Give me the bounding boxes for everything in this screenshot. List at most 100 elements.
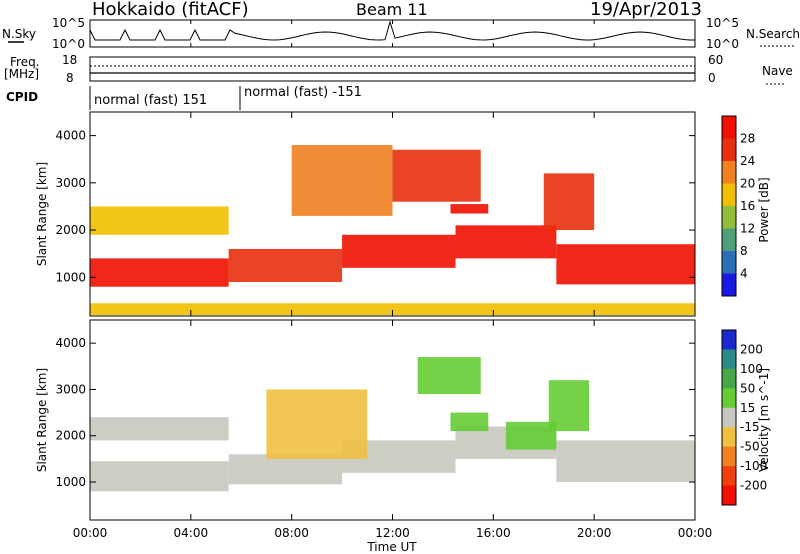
x-tick-label: 16:00 [476, 526, 511, 540]
colorbar-frame [721, 115, 737, 297]
data-region-4 [556, 244, 695, 285]
data-region-9 [543, 173, 595, 231]
nsky-tick-top: 10^5 [52, 16, 85, 30]
colorbar-segment [722, 161, 736, 184]
colorbar-segment [722, 446, 736, 467]
colorbar-segment [722, 330, 736, 350]
y-tick-label: 2000 [55, 429, 86, 443]
colorbar-segment [722, 251, 736, 274]
y-tick-label: 3000 [55, 382, 86, 396]
freq-frame [89, 56, 696, 82]
colorbar-tick-label: 20 [740, 177, 755, 191]
colorbar-segment [722, 206, 736, 229]
colorbar-segment [722, 388, 736, 409]
colorbar-tick-label: 12 [740, 222, 755, 236]
colorbar-tick-label: -15 [740, 420, 760, 434]
y-tick-label: 4000 [55, 129, 86, 143]
velocity-regions [90, 357, 695, 492]
x-tick-label: 04:00 [174, 526, 209, 540]
power-panel: 1000 2000 3000 4000 Slant Range [km] [35, 111, 696, 317]
nave-label: Nave [762, 64, 793, 78]
x-tick-label: 00:00 [73, 526, 108, 540]
date-title: 19/Apr/2013 [590, 0, 702, 20]
data-region-8 [505, 421, 557, 450]
data-region-1 [228, 248, 343, 282]
colorbar-segment [722, 407, 736, 428]
y-tick-label: 1000 [55, 270, 86, 284]
velocity-colorbar-label: Velocity [m s^-1] [757, 368, 771, 472]
colorbar-segment [722, 427, 736, 448]
colorbar-tick-label: 24 [740, 154, 755, 168]
colorbar-segment [722, 349, 736, 370]
colorbar-tick-label: 4 [740, 267, 748, 281]
data-region-6 [291, 145, 393, 216]
colorbar-tick-label: 50 [740, 381, 755, 395]
freq-tick-bottom: 8 [66, 71, 74, 85]
colorbar-segment [722, 116, 736, 139]
colorbar-tick-label: -200 [740, 479, 767, 493]
colorbar-tick-label: -50 [740, 440, 760, 454]
colorbar-segment [722, 273, 736, 297]
freq-strip: Freq. [MHz] 18 8 60 0 Nave [4, 53, 793, 85]
velocity-y-ticks: 1000 2000 3000 4000 [55, 336, 695, 489]
data-region-3 [455, 225, 557, 259]
x-tick-label: 08:00 [274, 526, 309, 540]
nave-tick-top: 60 [708, 53, 723, 67]
power-y-ticks: 1000 2000 3000 4000 [55, 129, 695, 284]
velocity-ylabel: Slant Range [km] [35, 368, 49, 472]
colorbar-segment [722, 368, 736, 389]
velocity-colorbar: 200 100 50 15 -15 -50 -100 -200 [721, 329, 767, 506]
colorbar-frame [721, 329, 737, 506]
velocity-panel: 1000 2000 3000 4000 Slant Range [km] [35, 319, 696, 521]
cpid-mode-1: normal (fast) 151 [94, 93, 207, 108]
x-tick-label: 12:00 [375, 526, 410, 540]
nsky-series [89, 20, 695, 41]
colorbar-segment [722, 138, 736, 162]
y-tick-label: 2000 [55, 223, 86, 237]
freq-unit-label: [MHz] [4, 67, 39, 81]
data-region-4 [556, 440, 695, 483]
data-region-2 [342, 234, 456, 268]
colorbar-tick-label: -100 [740, 459, 767, 473]
nsky-tick-bottom-right: 10^0 [706, 37, 739, 51]
y-tick-label: 3000 [55, 176, 86, 190]
colorbar-tick-label: 16 [740, 199, 755, 213]
data-region-7 [450, 412, 489, 432]
freq-tick-top: 18 [62, 53, 77, 67]
colorbar-segment [722, 466, 736, 487]
x-tick-label: 20:00 [577, 526, 612, 540]
nsky-tick-bottom: 10^0 [52, 37, 85, 51]
beam-title: Beam 11 [356, 0, 428, 19]
colorbar-segment [722, 183, 736, 207]
cpid-strip: CPID normal (fast) 151 normal (fast) -15… [6, 85, 362, 110]
data-region-9 [548, 380, 590, 432]
colorbar-tick-label: 100 [740, 362, 763, 376]
colorbar-tick-label: 8 [740, 244, 748, 258]
data-region-0 [90, 461, 229, 492]
colorbar-tick-label: 15 [740, 401, 755, 415]
power-regions [90, 145, 695, 316]
nsky-tick-top-right: 10^5 [706, 16, 739, 30]
data-region-7 [392, 149, 481, 202]
data-region-10 [266, 389, 368, 459]
nave-tick-bottom: 0 [708, 71, 716, 85]
data-region-8 [450, 204, 489, 214]
data-region-5 [90, 417, 229, 441]
colorbar-tick-label: 28 [740, 132, 755, 146]
nsky-frame [89, 19, 696, 48]
data-region-5 [90, 206, 229, 235]
y-tick-label: 4000 [55, 336, 86, 350]
power-colorbar: 4 8 12 16 20 24 28 [721, 115, 755, 297]
cpid-mode-2: normal (fast) -151 [244, 85, 362, 100]
nsky-label: N.Sky [2, 27, 36, 41]
data-region-0 [90, 258, 229, 287]
power-ylabel: Slant Range [km] [35, 162, 49, 266]
freq-label: Freq. [10, 55, 40, 69]
colorbar-tick-label: 200 [740, 342, 763, 356]
station-title: Hokkaido (fitACF) [92, 0, 249, 20]
data-region-10 [90, 303, 695, 316]
data-region-6 [417, 357, 481, 395]
x-tick-label: 00:00 [678, 526, 713, 540]
x-axis-ticks: 00:00 04:00 08:00 12:00 16:00 20:00 00:00 [73, 20, 713, 540]
